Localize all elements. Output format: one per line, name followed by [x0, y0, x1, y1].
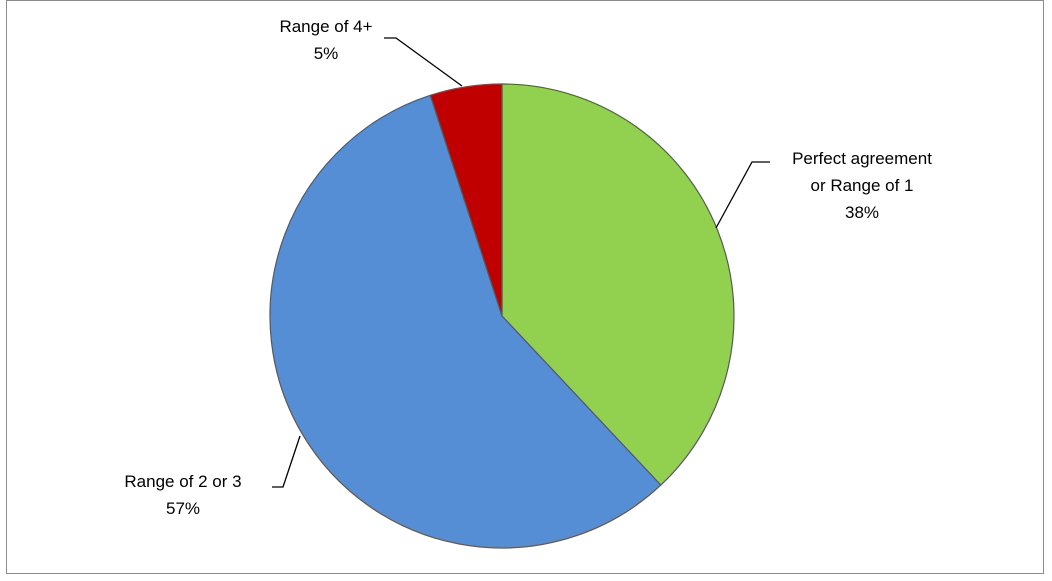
data-label-percent: 38%	[845, 203, 879, 222]
data-label-line: or Range of 1	[810, 176, 913, 195]
data-label-percent: 57%	[166, 499, 200, 518]
leader-line-range-4-plus	[384, 37, 463, 87]
leader-line-perfect-agreement	[715, 161, 770, 229]
data-label-line: Perfect agreement	[792, 149, 932, 168]
pie-slice-range-2-or-3	[269, 94, 662, 549]
pie-slice-range-4-plus	[429, 83, 503, 317]
data-label-perfect-agreement: Perfect agreement or Range of 1 38%	[792, 149, 932, 222]
data-label-range-4-plus: Range of 4+ 5%	[279, 17, 372, 63]
data-label-line: Range of 2 or 3	[124, 472, 241, 491]
leader-line-range-2-or-3	[272, 435, 301, 488]
data-label-range-2-or-3: Range of 2 or 3 57%	[124, 472, 241, 518]
data-label-percent: 5%	[314, 44, 339, 63]
pie-slice-perfect-agreement	[501, 83, 735, 486]
data-label-line: Range of 4+	[279, 17, 372, 36]
